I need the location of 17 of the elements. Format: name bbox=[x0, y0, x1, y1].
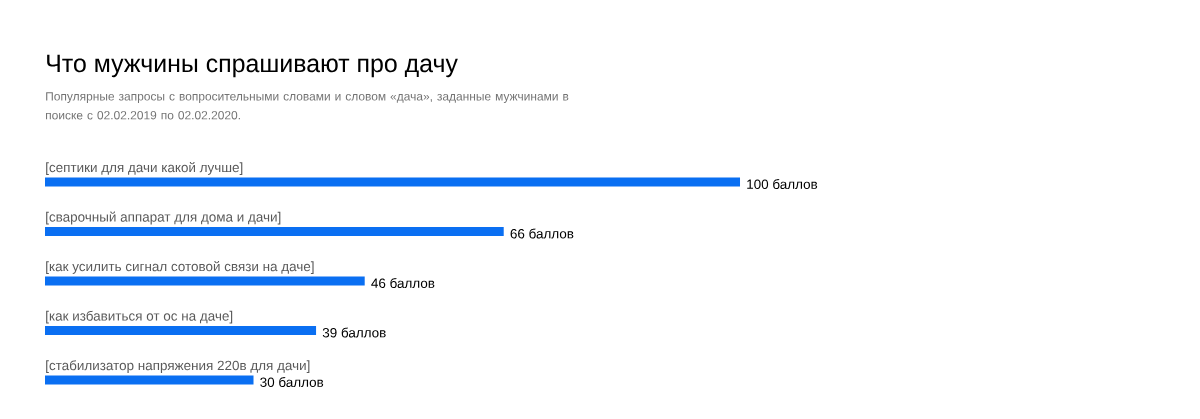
y-tick-label: [сварочный аппарат для дома и дачи] bbox=[46, 211, 281, 225]
bar bbox=[45, 276, 365, 286]
bar bbox=[45, 375, 254, 385]
data-label: 66 баллов bbox=[510, 228, 574, 239]
chart-title: Что мужчины спрашивают про дачу bbox=[47, 54, 458, 78]
data-label: 100 баллов bbox=[747, 179, 818, 189]
y-tick-label: [септики для дачи какой лучше] bbox=[46, 162, 243, 175]
chart-subtitle: Популярные запросы с вопросительными словами и словом «дача», заданные мужчинами в поиске с 02.02.2019 по 02.02.2020. bbox=[46, 92, 569, 120]
y-tick-label: [как усилить сигнал сотовой связи на даче] bbox=[46, 261, 314, 274]
data-label: 39 баллов bbox=[322, 327, 386, 338]
y-tick-label: [как избавиться от ос на даче] bbox=[46, 310, 233, 324]
bar bbox=[45, 227, 504, 236]
bar bbox=[45, 326, 317, 335]
data-label: 30 баллов bbox=[260, 377, 324, 387]
bar bbox=[45, 177, 741, 187]
data-label: 46 баллов bbox=[371, 278, 435, 288]
y-tick-label: [стабилизатор напряжения 220в для дачи] bbox=[46, 360, 310, 373]
